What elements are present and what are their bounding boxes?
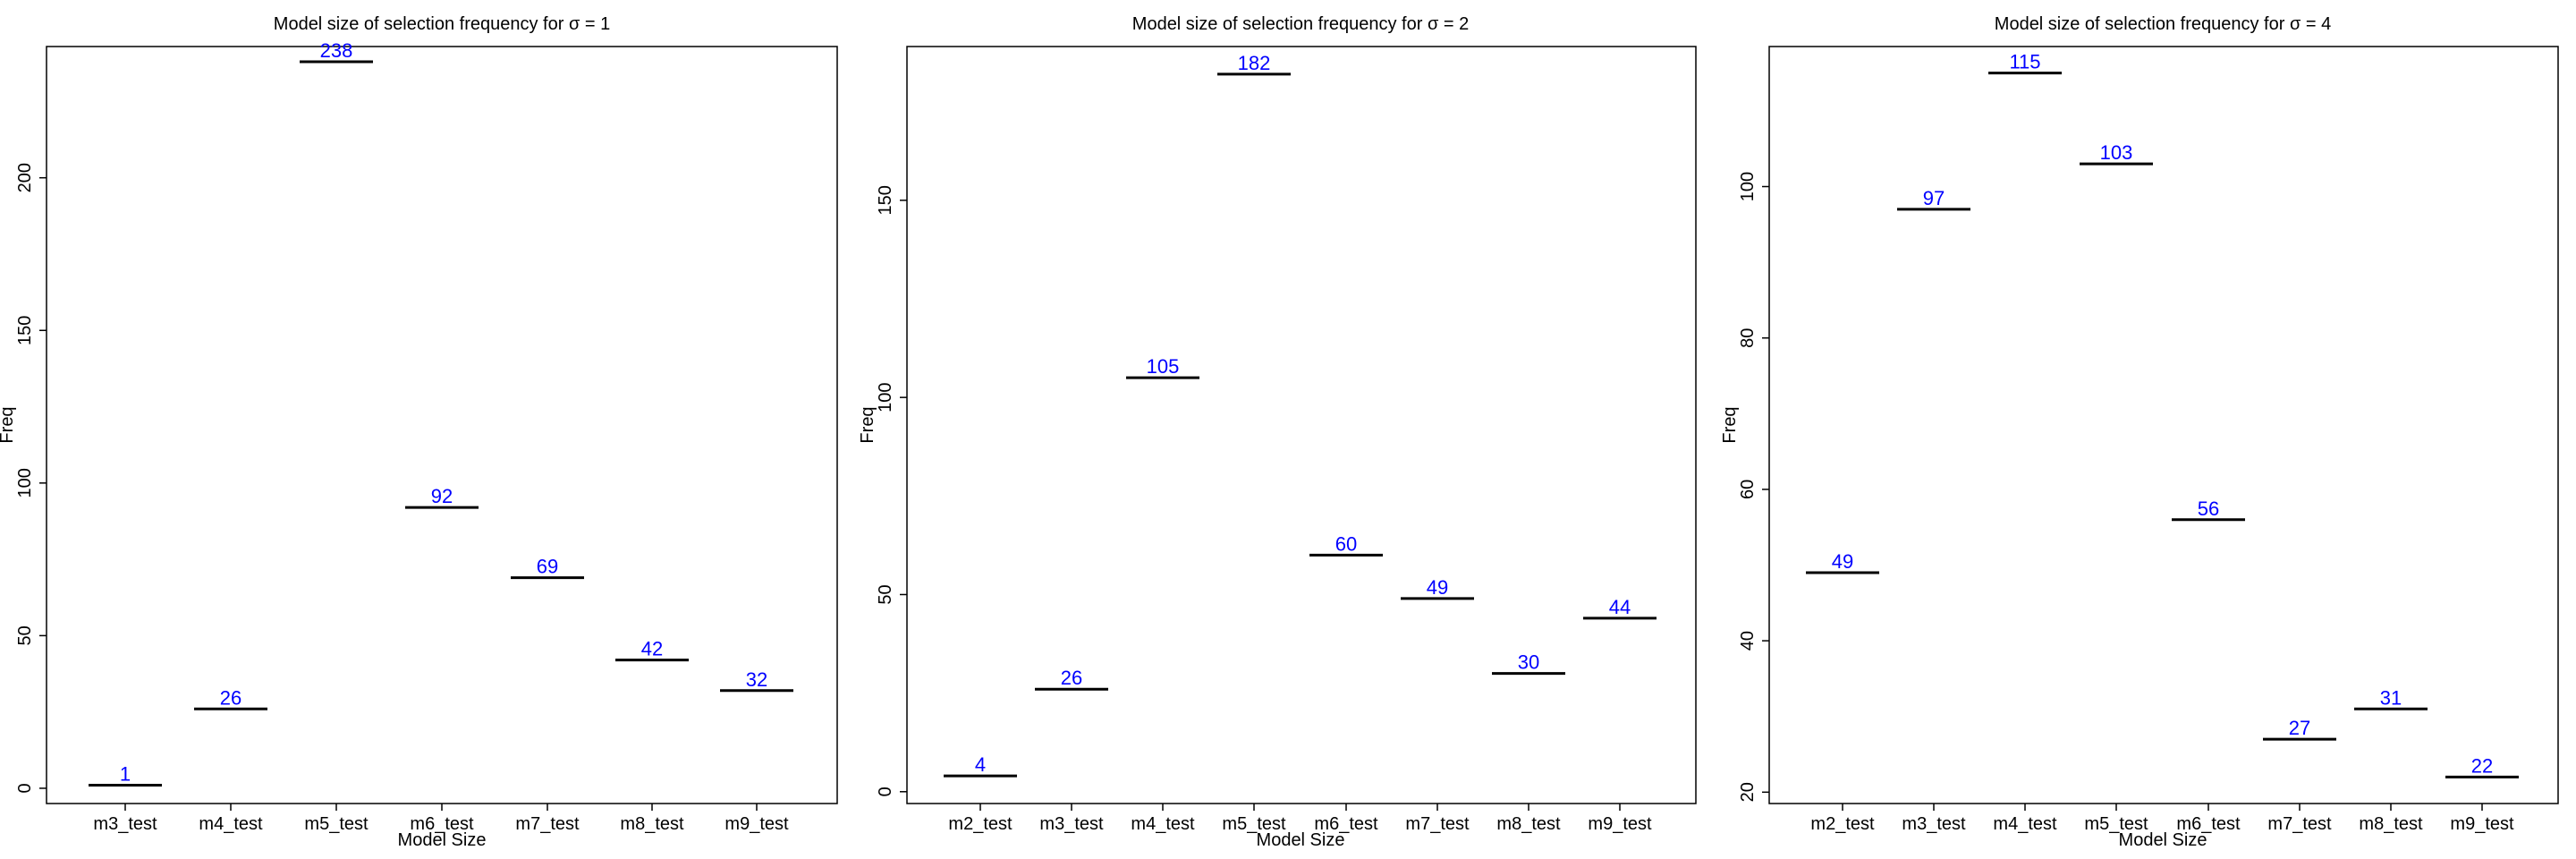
y-tick-label: 80 (1738, 328, 1758, 348)
data-marks: 4 26 105 182 60 49 30 44 (944, 52, 1657, 778)
panel-sigma-1: Model size of selection frequency for σ … (0, 14, 838, 850)
data-label: 31 (2380, 686, 2402, 709)
x-tick-label: m9_test (2450, 814, 2514, 834)
data-label: 26 (220, 686, 242, 709)
x-tick-label: m2_test (948, 814, 1013, 834)
x-tick-label: m2_test (1810, 814, 1875, 834)
data-label: 182 (1238, 52, 1271, 74)
data-label: 49 (1427, 576, 1448, 599)
x-axis-label: Model Size (398, 830, 487, 850)
x-axis: m2_test m3_test m4_test m5_test m6_test m7_te… (1810, 804, 2514, 834)
data-label: 97 (1923, 187, 1945, 209)
y-tick-label: 100 (1738, 172, 1758, 201)
data-label: 22 (2471, 754, 2493, 777)
x-tick-label: m9_test (724, 814, 789, 834)
x-tick-label: m4_test (199, 814, 263, 834)
y-tick-label: 40 (1738, 631, 1758, 651)
plot-frame (906, 46, 1697, 804)
x-tick-label: m6_test (2176, 814, 2241, 834)
y-tick-label: 100 (876, 382, 895, 412)
data-label: 42 (641, 638, 663, 660)
data-marks: 1 26 238 92 69 42 32 (89, 39, 793, 787)
data-label: 238 (320, 39, 353, 62)
data-label: 26 (1061, 667, 1082, 689)
y-tick-label: 150 (876, 185, 895, 215)
x-tick-label: m5_test (304, 814, 369, 834)
chart-title: Model size of selection frequency for σ … (1995, 14, 2331, 34)
x-tick-label: m7_test (1405, 814, 1470, 834)
y-tick-label: 200 (15, 163, 35, 192)
x-axis: m3_test m4_test m5_test m6_test m7_test m8_te… (93, 804, 789, 834)
y-tick-label: 50 (15, 625, 35, 645)
x-tick-label: m8_test (2359, 814, 2423, 834)
panel-sigma-2: Model size of selection frequency for σ … (858, 14, 1697, 850)
data-label: 115 (2009, 51, 2040, 73)
chart-title: Model size of selection frequency for σ … (274, 14, 610, 34)
plot-frame (46, 46, 838, 804)
y-axis: 20 40 60 80 100 (1738, 172, 1769, 802)
x-tick-label: m5_test (1222, 814, 1286, 834)
x-tick-label: m6_test (1314, 814, 1378, 834)
data-label: 4 (975, 753, 986, 776)
x-axis: m2_test m3_test m4_test m5_test m6_test m7_te… (948, 804, 1652, 834)
data-label: 103 (2100, 141, 2133, 164)
y-tick-label: 0 (876, 787, 895, 796)
y-axis-label: Freq (858, 406, 877, 443)
data-label: 49 (1832, 550, 1853, 573)
data-label: 27 (2289, 717, 2310, 739)
y-tick-label: 50 (876, 584, 895, 604)
data-label: 30 (1518, 651, 1539, 674)
y-tick-label: 20 (1738, 782, 1758, 802)
x-tick-label: m8_test (1496, 814, 1561, 834)
x-tick-label: m3_test (93, 814, 157, 834)
data-label: 44 (1609, 596, 1631, 618)
data-marks: 49 97 115 103 56 27 31 22 (1806, 51, 2519, 778)
data-label: 92 (431, 485, 453, 507)
x-tick-label: m6_test (410, 814, 474, 834)
plot-frame (1768, 46, 2559, 804)
x-tick-label: m7_test (515, 814, 580, 834)
x-tick-label: m9_test (1588, 814, 1652, 834)
y-axis: 0 50 100 150 200 (15, 163, 47, 794)
x-tick-label: m4_test (1993, 814, 2057, 834)
y-tick-label: 0 (15, 783, 35, 793)
y-tick-label: 60 (1738, 480, 1758, 499)
data-label: 69 (537, 556, 558, 578)
panel-sigma-4: Model size of selection frequency for σ … (1720, 14, 2559, 850)
y-axis-label: Freq (1720, 406, 1740, 443)
x-tick-label: m5_test (2084, 814, 2148, 834)
chart-title: Model size of selection frequency for σ … (1132, 14, 1469, 34)
y-tick-label: 100 (15, 468, 35, 498)
x-tick-label: m7_test (2267, 814, 2332, 834)
data-label: 105 (1147, 355, 1180, 378)
x-axis-label: Model Size (2119, 830, 2207, 850)
x-tick-label: m8_test (620, 814, 684, 834)
data-label: 1 (120, 763, 131, 786)
x-tick-label: m3_test (1039, 814, 1104, 834)
x-axis-label: Model Size (1257, 830, 1345, 850)
y-axis: 0 50 100 150 (876, 185, 907, 796)
data-label: 60 (1335, 532, 1357, 555)
x-tick-label: m4_test (1131, 814, 1195, 834)
y-tick-label: 150 (15, 316, 35, 345)
y-axis-label: Freq (0, 406, 17, 443)
data-label: 32 (746, 668, 767, 691)
x-tick-label: m3_test (1902, 814, 1966, 834)
data-label: 56 (2198, 498, 2219, 520)
